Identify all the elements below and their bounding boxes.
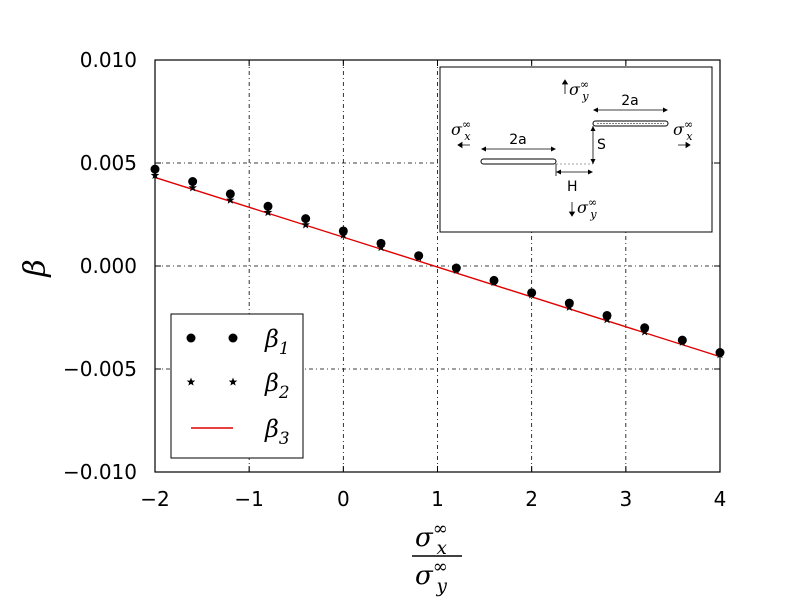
point-beta1 bbox=[188, 177, 198, 187]
y-tick-label: 0.005 bbox=[80, 151, 137, 175]
x-tick-label: 4 bbox=[714, 487, 727, 511]
legend-marker-beta1 bbox=[186, 333, 196, 343]
y-tick-label: 0.000 bbox=[80, 254, 137, 278]
point-beta2 bbox=[263, 207, 273, 217]
x-tick-label: −1 bbox=[234, 487, 263, 511]
inset-label-h: H bbox=[567, 179, 578, 195]
y-tick-label: −0.005 bbox=[63, 357, 137, 381]
point-beta2 bbox=[452, 265, 461, 274]
x-tick-label: 2 bbox=[525, 487, 538, 511]
inset-arrow-sx-right bbox=[678, 141, 691, 149]
point-beta2 bbox=[678, 337, 687, 346]
x-axis-label-numerator: σ∞ x bbox=[415, 518, 448, 559]
legend-label-β2: β2 bbox=[264, 369, 290, 402]
point-beta2 bbox=[339, 230, 348, 239]
point-beta1 bbox=[263, 201, 273, 211]
axis-labels: β σ∞ xσ∞ y bbox=[18, 259, 462, 597]
x-tick-label: 1 bbox=[431, 487, 444, 511]
point-beta2 bbox=[565, 302, 574, 311]
y-tick-label: 0.010 bbox=[80, 48, 137, 72]
point-beta2 bbox=[188, 183, 197, 192]
inset-label-sigma-y-top: σ∞ y bbox=[569, 78, 589, 103]
legend-marker-beta2 bbox=[186, 377, 196, 386]
point-beta1 bbox=[301, 214, 311, 224]
series-beta3-line bbox=[154, 176, 721, 358]
axis-ticks: −2 −1 0 1 2 3 4 0.010 0.005 0.000 −0.005 −0.010 bbox=[63, 48, 726, 511]
inset-arrow-sy-bottom bbox=[568, 202, 576, 217]
point-beta2 bbox=[640, 327, 649, 336]
legend: β1 β2 β3 bbox=[170, 313, 304, 459]
point-beta2 bbox=[489, 277, 499, 287]
inset-arrow-sx-left bbox=[457, 141, 470, 149]
inset-diagram: 2a 2a S Hσ∞ x σ∞ x σ∞ y σ∞ y bbox=[439, 66, 713, 233]
inset-label-2a-right: 2a bbox=[621, 93, 639, 109]
inset-arrow-sy-top bbox=[561, 79, 569, 94]
point-beta1 bbox=[225, 189, 235, 199]
point-beta2 bbox=[301, 220, 310, 229]
x-tick-label: 3 bbox=[619, 487, 632, 511]
inset-label-2a-left: 2a bbox=[509, 132, 527, 148]
series-beta3-line-segment bbox=[154, 176, 721, 358]
y-tick-label: −0.010 bbox=[63, 460, 137, 484]
legend-label-β1: β1 bbox=[264, 325, 290, 358]
inset-crack-left bbox=[480, 158, 557, 165]
x-tick-label: 0 bbox=[337, 487, 350, 511]
legend-label-β3: β3 bbox=[264, 415, 290, 448]
point-beta2 bbox=[226, 195, 235, 204]
inset-label-sigma-x-right: σ∞ x bbox=[673, 118, 693, 143]
inset-label-s: S bbox=[597, 137, 606, 153]
x-axis-label-denominator: σ∞ y bbox=[415, 556, 448, 597]
point-beta2 bbox=[376, 242, 386, 252]
point-beta2 bbox=[527, 290, 536, 299]
x-tick-label: −2 bbox=[140, 487, 169, 511]
y-axis-label: β bbox=[18, 259, 53, 277]
inset-label-sigma-y-bottom: σ∞ y bbox=[577, 196, 597, 221]
point-beta2 bbox=[414, 253, 423, 262]
legend-marker-beta2 bbox=[228, 377, 238, 386]
point-beta2 bbox=[602, 315, 612, 324]
legend-marker-beta1 bbox=[228, 333, 238, 343]
inset-label-sigma-x-left: σ∞ x bbox=[451, 118, 471, 143]
